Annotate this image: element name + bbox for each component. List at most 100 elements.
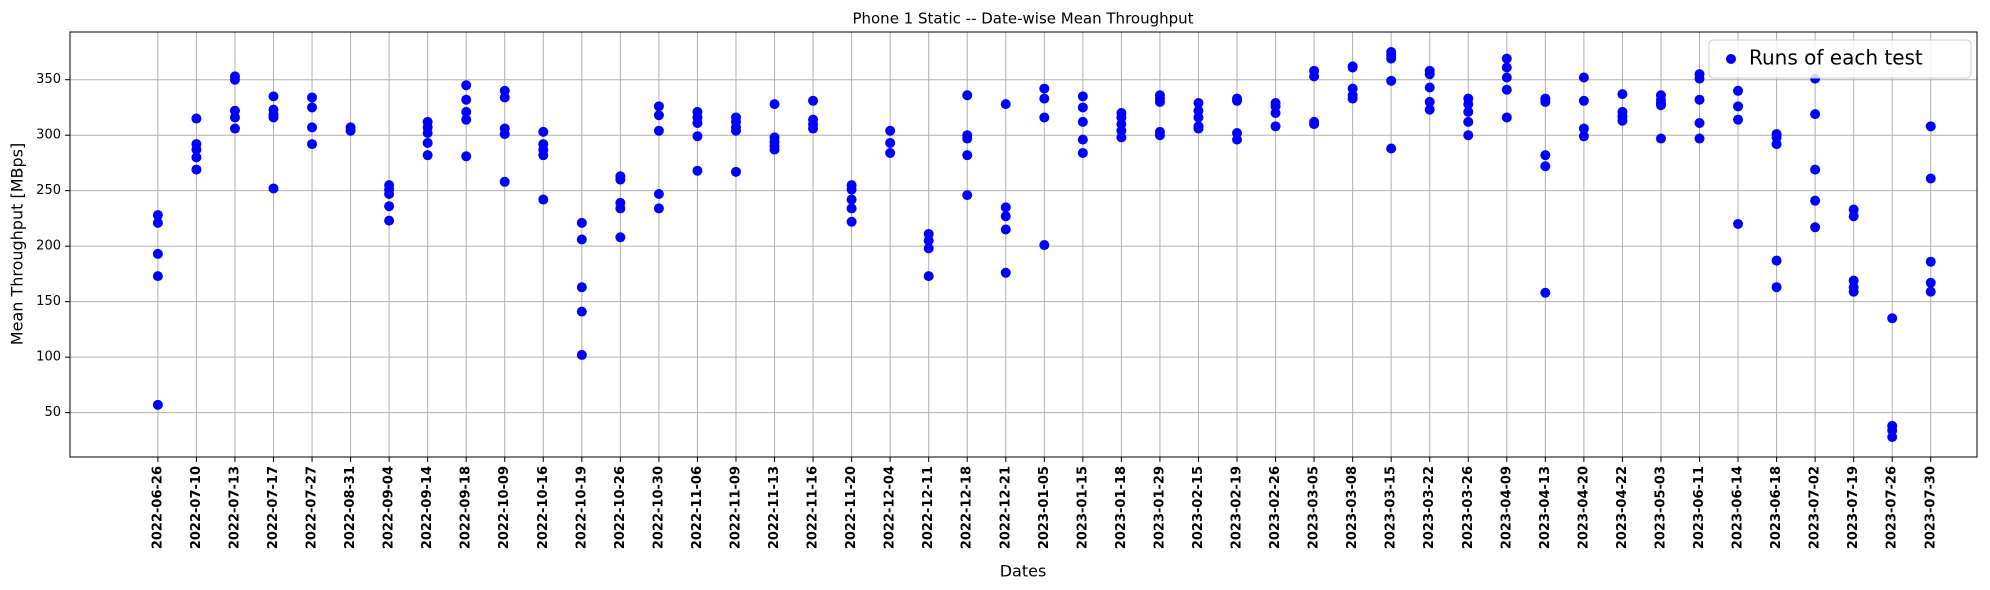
point (1617, 115, 1628, 126)
x-tick-label: 2022-07-10 (189, 466, 204, 549)
x-tick-label: 2023-04-22 (1615, 466, 1630, 549)
point (229, 112, 240, 123)
point (1578, 72, 1589, 83)
point (1347, 93, 1358, 104)
point (846, 216, 857, 227)
point (422, 127, 433, 138)
point (1887, 432, 1898, 443)
x-tick-label: 2023-03-08 (1345, 466, 1360, 549)
point (1386, 75, 1397, 86)
x-tick-label: 2023-05-03 (1653, 466, 1668, 549)
point (885, 125, 896, 136)
legend-marker (1726, 54, 1736, 64)
x-tick-label: 2022-09-18 (459, 466, 474, 549)
point (576, 217, 587, 228)
x-tick-label: 2023-04-09 (1499, 466, 1514, 549)
point (730, 125, 741, 136)
point (1039, 240, 1050, 251)
point (1848, 211, 1859, 222)
x-tick-label: 2023-01-18 (1114, 466, 1129, 549)
point (1578, 95, 1589, 106)
point (268, 112, 279, 123)
point (576, 234, 587, 245)
point (1463, 106, 1474, 117)
point (846, 194, 857, 205)
x-tick-label: 2022-12-04 (883, 466, 898, 549)
point (538, 194, 549, 205)
x-tick-label: 2023-06-11 (1692, 466, 1707, 549)
point (499, 92, 510, 103)
point (1463, 130, 1474, 141)
point (1501, 53, 1512, 64)
y-tick-label: 200 (36, 239, 61, 254)
point (1309, 119, 1320, 130)
point (846, 184, 857, 195)
point (1810, 164, 1821, 175)
point (152, 210, 163, 221)
x-tick-label: 2023-03-22 (1422, 466, 1437, 549)
point (808, 123, 819, 134)
point (1540, 161, 1551, 172)
x-axis-label: Dates (1000, 562, 1047, 581)
point (1540, 96, 1551, 107)
point (1771, 255, 1782, 266)
point (191, 152, 202, 163)
point (1887, 313, 1898, 324)
legend-label: Runs of each test (1749, 46, 1923, 70)
point (1270, 108, 1281, 119)
plot-frame (69, 31, 1978, 458)
point (1000, 224, 1011, 235)
x-tick-label: 2023-03-05 (1307, 466, 1322, 549)
point (1000, 99, 1011, 110)
point (384, 189, 395, 200)
x-tick-label: 2022-06-26 (150, 466, 165, 549)
x-tick-label: 2022-12-21 (998, 466, 1013, 549)
point (1578, 123, 1589, 134)
x-tick-label: 2022-07-17 (266, 466, 281, 549)
point (268, 183, 279, 194)
point (1694, 94, 1705, 105)
point (1077, 147, 1088, 158)
point (808, 95, 819, 106)
point (653, 203, 664, 214)
point (769, 144, 780, 155)
point (152, 248, 163, 259)
point (422, 150, 433, 161)
point (1424, 69, 1435, 80)
point (1540, 150, 1551, 161)
chart-title: Phone 1 Static -- Date-wise Mean Through… (852, 10, 1193, 28)
x-tick-label: 2023-07-30 (1923, 466, 1938, 549)
x-tick-label: 2023-07-26 (1885, 466, 1900, 549)
y-tick-label: 50 (44, 405, 61, 420)
point (1077, 91, 1088, 102)
x-tick-label: 2022-10-30 (651, 466, 666, 549)
point (1733, 85, 1744, 96)
legend-box (1708, 39, 1972, 79)
point (576, 306, 587, 317)
point (461, 106, 472, 117)
point (1578, 131, 1589, 142)
point (1154, 96, 1165, 107)
point (923, 271, 934, 282)
point (1733, 114, 1744, 125)
point (1000, 267, 1011, 278)
point (1424, 96, 1435, 107)
point (1810, 109, 1821, 120)
point (1077, 116, 1088, 127)
point (962, 90, 973, 101)
point (461, 94, 472, 105)
y-tick-label: 350 (36, 72, 61, 87)
x-tick-label: 2023-02-26 (1268, 466, 1283, 549)
point (615, 203, 626, 214)
point (653, 125, 664, 136)
point (730, 166, 741, 177)
point (307, 122, 318, 133)
point (1232, 95, 1243, 106)
x-tick-label: 2022-07-13 (227, 466, 242, 549)
point (229, 123, 240, 134)
point (1000, 202, 1011, 213)
point (1154, 130, 1165, 141)
point (1232, 134, 1243, 145)
point (345, 125, 356, 136)
